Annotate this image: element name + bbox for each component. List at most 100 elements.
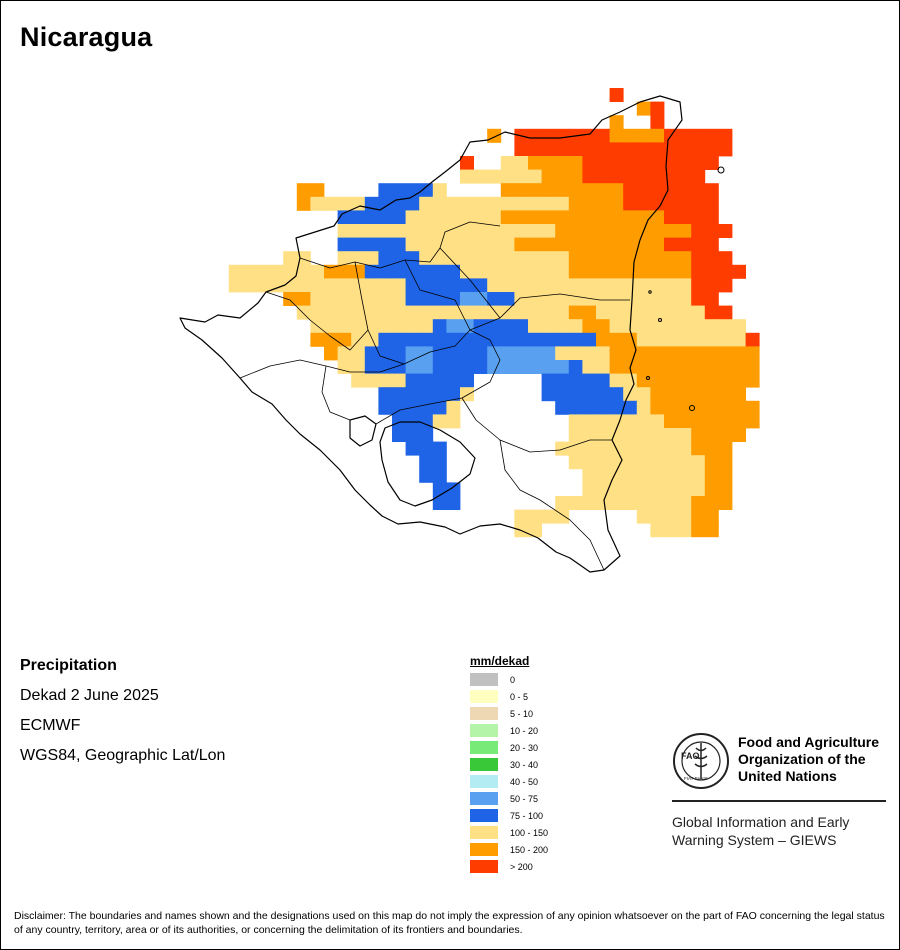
grid-cell (677, 346, 692, 361)
fao-logo-letters: FAO (681, 751, 700, 761)
grid-cell (691, 292, 706, 306)
grid-cell (242, 278, 257, 293)
grid-cell (337, 224, 352, 238)
grid-cell (432, 468, 447, 483)
grid-cell (378, 332, 393, 347)
disclaimer: Disclaimer: The boundaries and names sho… (14, 910, 885, 936)
grid-cell (514, 237, 529, 252)
grid-cell (677, 428, 692, 442)
grid-cell (609, 468, 624, 483)
grid-cell (568, 400, 583, 415)
grid-cell (568, 224, 583, 238)
grid-cell (704, 292, 719, 306)
grid-cell (609, 224, 624, 238)
grid-cell (718, 264, 733, 279)
grid-cell (568, 428, 583, 442)
grid-cell (650, 196, 665, 211)
grid-cell (473, 292, 488, 306)
grid-cell (460, 237, 474, 252)
grid-cell (745, 360, 760, 374)
grid-cell (677, 400, 692, 415)
grid-cell (555, 400, 570, 415)
grid-cell (500, 224, 515, 238)
grid-cell (324, 305, 338, 320)
grid-cell (405, 237, 420, 252)
grid-cell (609, 496, 624, 510)
grid-cell (582, 196, 597, 211)
grid-cell (487, 251, 502, 266)
grid-cell (419, 319, 434, 334)
grid-cell (664, 278, 678, 293)
grid-cell (691, 468, 706, 483)
grid-cell (419, 251, 434, 266)
giews-name: Global Information and Early Warning Sys… (672, 813, 849, 849)
grid-cell (691, 169, 706, 184)
grid-cell (419, 400, 434, 415)
grid-cell (677, 142, 692, 157)
grid-cell (351, 224, 366, 238)
grid-cell (419, 468, 434, 483)
grid-cell (555, 387, 570, 402)
grid-cell (256, 278, 270, 293)
grid-cell (568, 251, 583, 266)
grid-cell (351, 373, 366, 388)
grid-cell (582, 360, 597, 374)
grid-cell (351, 196, 366, 211)
grid-cell (528, 278, 542, 293)
grid-cell (364, 237, 379, 252)
grid-cell (405, 387, 420, 402)
grid-cell (691, 523, 706, 538)
grid-cell (446, 482, 461, 497)
grid-cell (636, 482, 651, 497)
grid-cell (664, 441, 678, 456)
grid-cell (392, 332, 406, 347)
grid-cell (677, 468, 692, 483)
grid-cell (555, 346, 570, 361)
grid-cell (364, 346, 379, 361)
grid-cell (460, 156, 474, 170)
grid-cell (650, 224, 665, 238)
grid-cell (405, 373, 420, 388)
grid-cell (473, 319, 488, 334)
grid-cell (392, 319, 406, 334)
legend-label: 150 - 200 (510, 844, 549, 855)
legend-item: 50 - 75 (470, 790, 548, 807)
grid-cell (568, 346, 583, 361)
grid-cell (568, 169, 583, 184)
grid-cell (650, 496, 665, 510)
grid-cell (650, 156, 665, 170)
grid-cell (650, 523, 665, 538)
legend-swatch (470, 826, 498, 839)
grid-cell (555, 183, 570, 198)
grid-cell (664, 455, 678, 470)
grid-cell (582, 183, 597, 198)
legend-swatch (470, 843, 498, 856)
grid-cell (609, 278, 624, 293)
grid-cell (582, 142, 597, 157)
grid-cell (541, 264, 556, 279)
grid-cell (664, 292, 678, 306)
grid-cell (514, 156, 529, 170)
grid-cell (677, 292, 692, 306)
grid-cell (500, 278, 515, 293)
grid-cell (487, 319, 502, 334)
grid-cell (324, 292, 338, 306)
grid-cell (636, 468, 651, 483)
grid-cell (500, 319, 515, 334)
grid-cell (446, 264, 461, 279)
grid-cell (528, 237, 542, 252)
grid-cell (555, 142, 570, 157)
grid-cell (528, 346, 542, 361)
grid-cell (419, 183, 434, 198)
grid-cell (432, 482, 447, 497)
grid-cell (636, 183, 651, 198)
grid-cell (392, 428, 406, 442)
grid-cell (704, 523, 719, 538)
grid-cell (650, 400, 665, 415)
grid-cell (500, 169, 515, 184)
legend-item: 5 - 10 (470, 705, 548, 722)
legend-label: 10 - 20 (510, 725, 539, 736)
grid-cell (446, 346, 461, 361)
grid-cell (432, 251, 447, 266)
grid-cell (528, 128, 542, 143)
